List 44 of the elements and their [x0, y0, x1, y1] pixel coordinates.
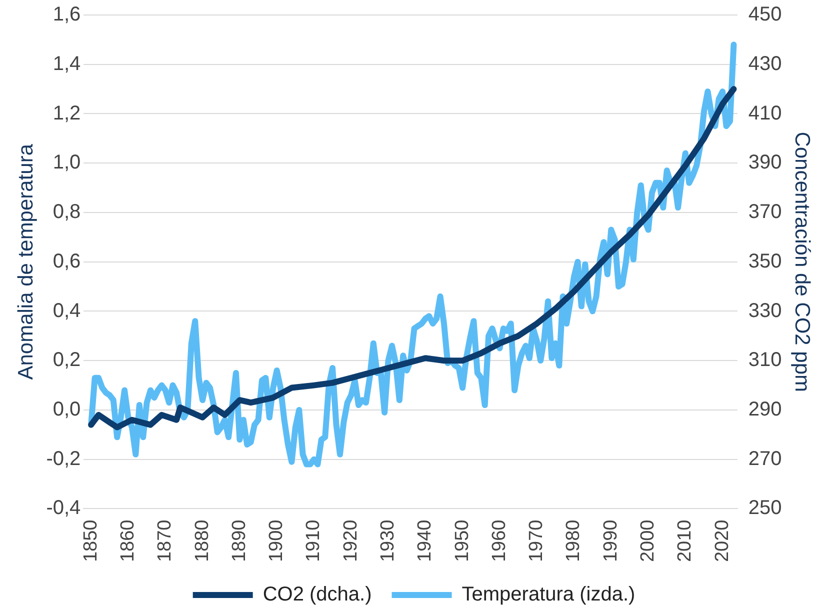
y-tick-label: 0,4 — [52, 300, 81, 322]
y-tick-label: -0,2 — [46, 448, 81, 470]
x-tick-label: 2000 — [638, 520, 659, 562]
x-tick-label: 1910 — [303, 520, 324, 562]
y2-tick-label: 350 — [748, 250, 782, 272]
x-tick-label: 1990 — [600, 520, 622, 562]
y2-tick-label: 290 — [748, 398, 782, 420]
y2-tick-label: 270 — [748, 448, 782, 470]
x-tick-label: 1870 — [154, 520, 176, 562]
y-tick-label: 0,8 — [52, 201, 81, 224]
x-tick-label: 1940 — [414, 520, 436, 562]
legend-label: Temperatura (izda.) — [462, 584, 636, 606]
y2-tick-label: 330 — [748, 300, 782, 322]
x-tick-label: 1890 — [228, 520, 250, 562]
x-tick-label: 2010 — [674, 520, 696, 562]
legend-label: CO2 (dcha.) — [262, 584, 372, 606]
y-tick-label: 1,2 — [52, 102, 81, 124]
x-tick-label: 1960 — [488, 520, 510, 562]
y2-tick-label: 310 — [748, 349, 782, 372]
x-tick-label: 1930 — [377, 520, 398, 562]
y2-axis-title: Concentración de CO2 ppm — [790, 132, 814, 392]
x-tick-label: 1900 — [266, 520, 288, 562]
y-axis-title: Anomalia de temperatura — [14, 144, 38, 380]
y2-tick-label: 450 — [748, 4, 782, 26]
x-tick-label: 1880 — [192, 520, 213, 562]
x-tick-label: 1860 — [117, 520, 138, 562]
y-tick-label: 1,0 — [52, 152, 81, 174]
x-tick-label: 1950 — [452, 520, 473, 562]
y-tick-label: 0,2 — [52, 349, 81, 372]
y2-tick-label: 390 — [748, 152, 782, 174]
y-tick-label: 1,4 — [52, 52, 81, 75]
y2-tick-label: 410 — [748, 102, 782, 124]
y-tick-label: 0,6 — [52, 250, 81, 272]
x-tick-label: 2020 — [712, 520, 733, 562]
x-tick-label: 1850 — [80, 520, 102, 562]
y2-tick-label: 430 — [748, 52, 782, 75]
x-tick-label: 1980 — [563, 520, 584, 562]
x-tick-label: 1970 — [526, 520, 548, 562]
y-tick-label: 0,0 — [52, 398, 81, 420]
y-tick-label: -0,4 — [46, 497, 81, 520]
y2-tick-label: 250 — [748, 497, 782, 520]
y2-tick-label: 370 — [748, 201, 782, 224]
x-tick-label: 1920 — [340, 520, 362, 562]
y-tick-label: 1,6 — [52, 4, 81, 26]
